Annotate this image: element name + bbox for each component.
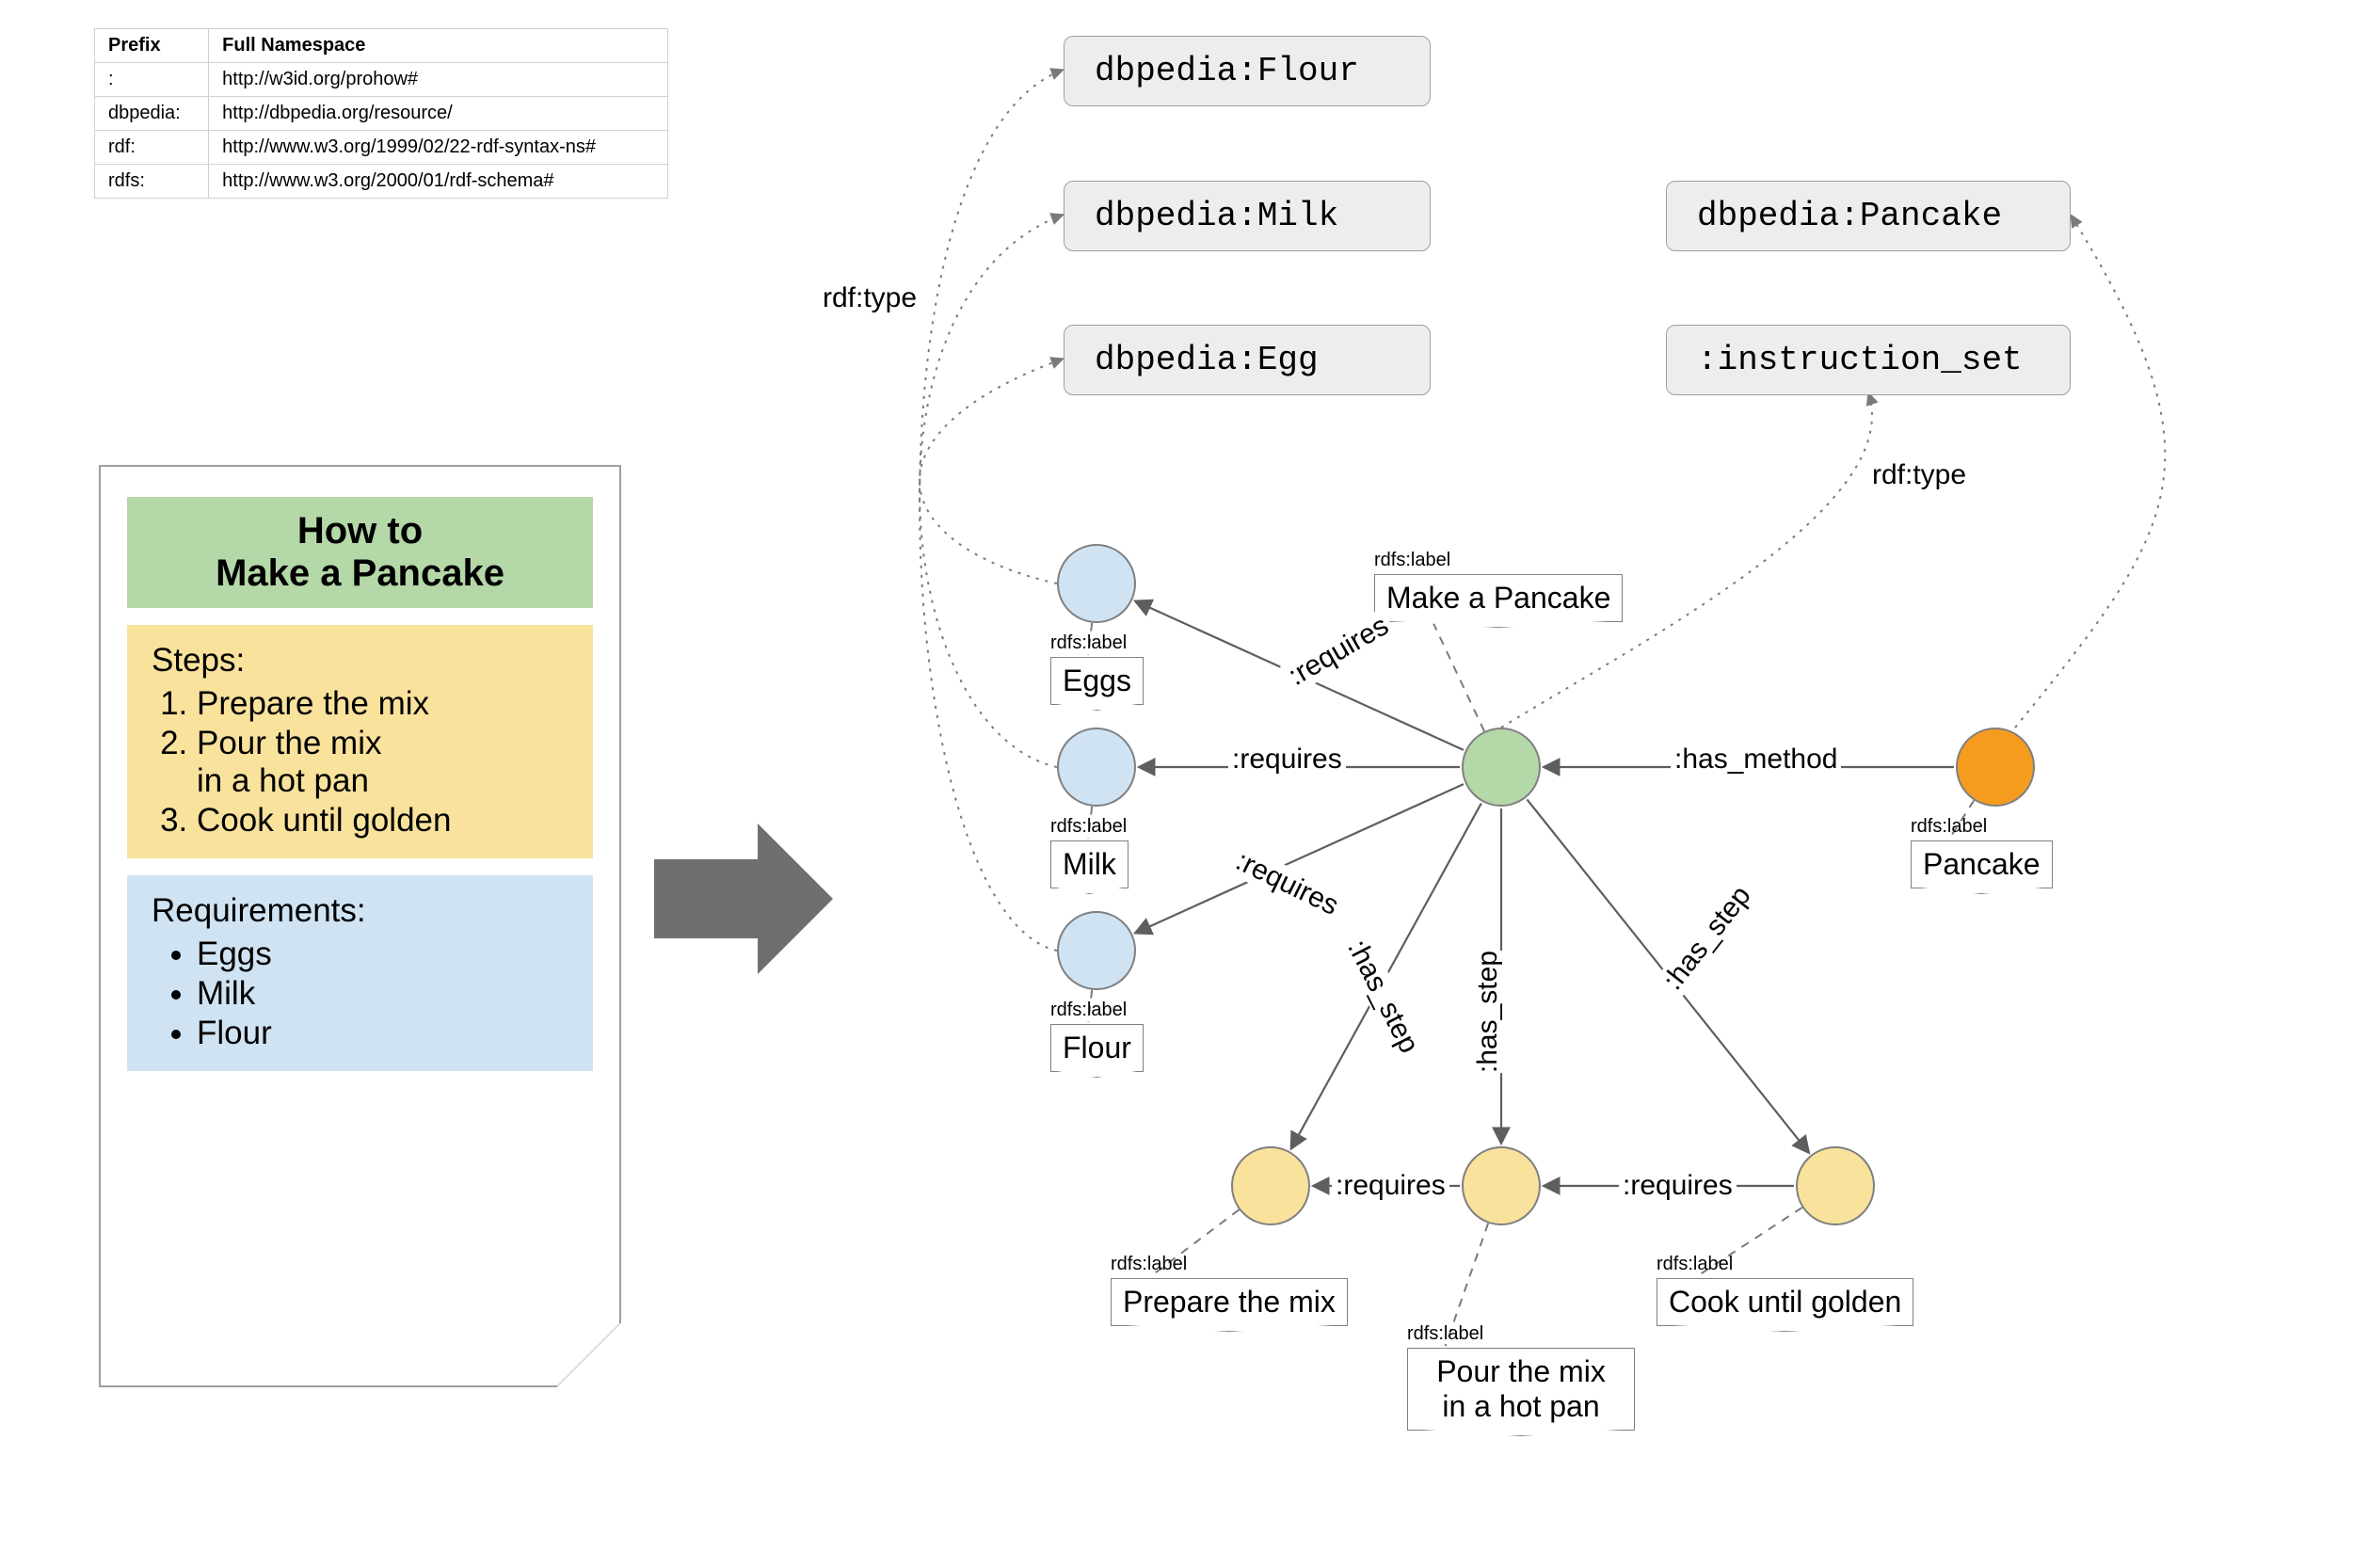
rdfs-label-caption: rdfs:label [1050,632,1127,654]
edge-label-rdf_type_right: rdf:type [1868,459,1970,491]
node-label-pancake: Pancake [1911,840,2053,888]
type-box-milk: dbpedia:Milk [1064,181,1431,251]
graph-node-main [1462,728,1541,807]
type-box-pancake: dbpedia:Pancake [1666,181,2071,251]
edge-label-rdf_type_left: rdf:type [819,282,920,314]
graph-node-milk [1057,728,1136,807]
edge-label-req_milk: :requires [1228,744,1346,776]
node-label-flour: Flour [1050,1024,1144,1072]
node-label-main: Make a Pancake [1374,574,1623,622]
node-label-milk: Milk [1050,840,1128,888]
edge-label-has_method: :has_method [1671,744,1841,776]
rdfs-label-caption: rdfs:label [1911,816,1987,838]
node-label-step3: Cook until golden [1657,1278,1913,1326]
graph-node-flour [1057,911,1136,990]
graph-node-step3 [1796,1146,1875,1225]
node-label-step2: Pour the mixin a hot pan [1407,1348,1635,1431]
type-box-egg: dbpedia:Egg [1064,325,1431,395]
rdfs-label-caption: rdfs:label [1050,1000,1127,1021]
node-label-eggs: Eggs [1050,657,1144,705]
type-box-instr: :instruction_set [1666,325,2071,395]
type-box-flour: dbpedia:Flour [1064,36,1431,106]
graph-node-pancake [1956,728,2035,807]
rdfs-label-caption: rdfs:label [1050,816,1127,838]
graph-node-step2 [1462,1146,1541,1225]
rdfs-label-caption: rdfs:label [1657,1254,1733,1275]
rdfs-label-caption: rdfs:label [1374,550,1450,571]
rdfs-label-caption: rdfs:label [1111,1254,1187,1275]
edge-label-has_step2: :has_step [1468,951,1508,1073]
graph-node-eggs [1057,544,1136,623]
node-label-step1: Prepare the mix [1111,1278,1348,1326]
rdfs-label-caption: rdfs:label [1407,1323,1483,1345]
graph-node-step1 [1231,1146,1310,1225]
edge-label-req_s3s2: :requires [1619,1170,1737,1202]
edge-label-req_s2s1: :requires [1332,1170,1449,1202]
